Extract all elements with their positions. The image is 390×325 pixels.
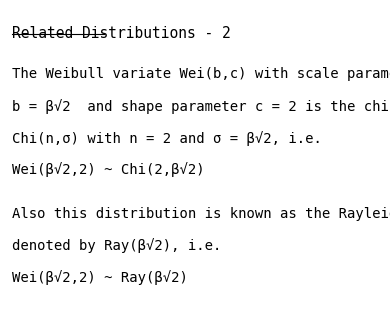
Text: Chi(n,σ) with n = 2 and σ = β√2, i.e.: Chi(n,σ) with n = 2 and σ = β√2, i.e.: [12, 131, 322, 146]
Text: denoted by Ray(β√2), i.e.: denoted by Ray(β√2), i.e.: [12, 239, 222, 254]
Text: Related Distributions - 2: Related Distributions - 2: [12, 26, 231, 41]
Text: Wei(β√2,2) ~ Chi(2,β√2): Wei(β√2,2) ~ Chi(2,β√2): [12, 162, 205, 177]
Text: Wei(β√2,2) ~ Ray(β√2): Wei(β√2,2) ~ Ray(β√2): [12, 270, 188, 285]
Text: Also this distribution is known as the Rayleigh distribution,: Also this distribution is known as the R…: [12, 207, 390, 221]
Text: The Weibull variate Wei(b,c) with scale parameter: The Weibull variate Wei(b,c) with scale …: [12, 68, 390, 82]
Text: b = β√2  and shape parameter c = 2 is the chi variate: b = β√2 and shape parameter c = 2 is the…: [12, 99, 390, 114]
